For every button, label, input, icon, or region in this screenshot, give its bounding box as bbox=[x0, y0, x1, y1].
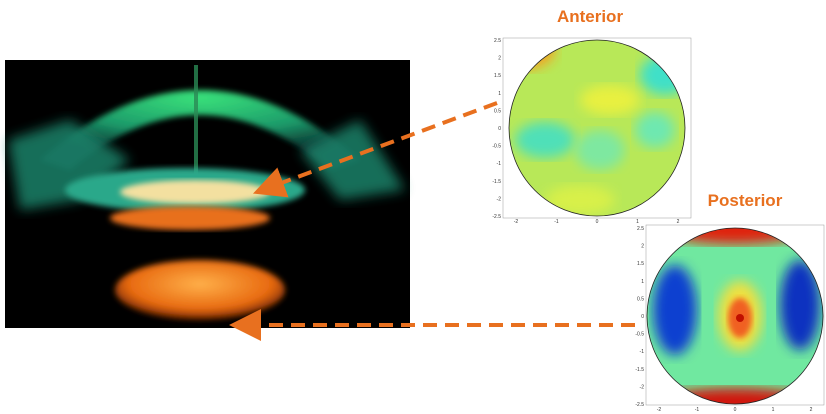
y-tick-label: 2.5 bbox=[637, 226, 644, 232]
y-tick-label: -2 bbox=[640, 384, 645, 390]
y-tick-label: -1 bbox=[497, 161, 502, 167]
y-tick-label: -1.5 bbox=[635, 367, 644, 373]
posterior-label: Posterior bbox=[708, 191, 783, 210]
x-tick-label: -1 bbox=[554, 219, 559, 225]
anterior-label: Anterior bbox=[557, 7, 624, 26]
y-tick-label: -2.5 bbox=[492, 214, 501, 220]
x-tick-label: 2 bbox=[810, 407, 813, 413]
y-tick-label: -2 bbox=[497, 196, 502, 202]
y-tick-label: 2 bbox=[641, 244, 644, 250]
figure: Anterior Posterior -2 -1 0 1 2 2.5 2 1.5 1 0.5 0 -0… bbox=[0, 0, 826, 414]
y-tick-label: 1 bbox=[498, 91, 501, 97]
x-tick-label: 2 bbox=[677, 219, 680, 225]
anterior-map: Anterior bbox=[485, 7, 691, 218]
posterior-map: Posterior bbox=[645, 191, 825, 414]
y-tick-label: 2.5 bbox=[494, 38, 501, 44]
x-tick-label: 0 bbox=[596, 219, 599, 225]
y-tick-label: 0.5 bbox=[494, 108, 501, 114]
x-tick-label: 1 bbox=[772, 407, 775, 413]
y-tick-label: 2 bbox=[498, 56, 501, 62]
y-tick-label: 0 bbox=[641, 314, 644, 320]
y-tick-label: -1.5 bbox=[492, 179, 501, 185]
x-tick-label: -2 bbox=[514, 219, 519, 225]
y-tick-label: 1 bbox=[641, 279, 644, 285]
y-tick-label: 0.5 bbox=[637, 296, 644, 302]
y-tick-label: -0.5 bbox=[492, 144, 501, 150]
x-tick-label: 1 bbox=[636, 219, 639, 225]
oct-image bbox=[5, 60, 410, 328]
y-tick-label: 1.5 bbox=[494, 73, 501, 79]
y-tick-label: 0 bbox=[498, 126, 501, 132]
x-tick-label: -1 bbox=[695, 407, 700, 413]
y-tick-label: 1.5 bbox=[637, 261, 644, 267]
y-tick-label: -2.5 bbox=[635, 402, 644, 408]
x-tick-label: -2 bbox=[657, 407, 662, 413]
y-tick-label: -0.5 bbox=[635, 332, 644, 338]
y-tick-label: -1 bbox=[640, 349, 645, 355]
x-tick-label: 0 bbox=[734, 407, 737, 413]
